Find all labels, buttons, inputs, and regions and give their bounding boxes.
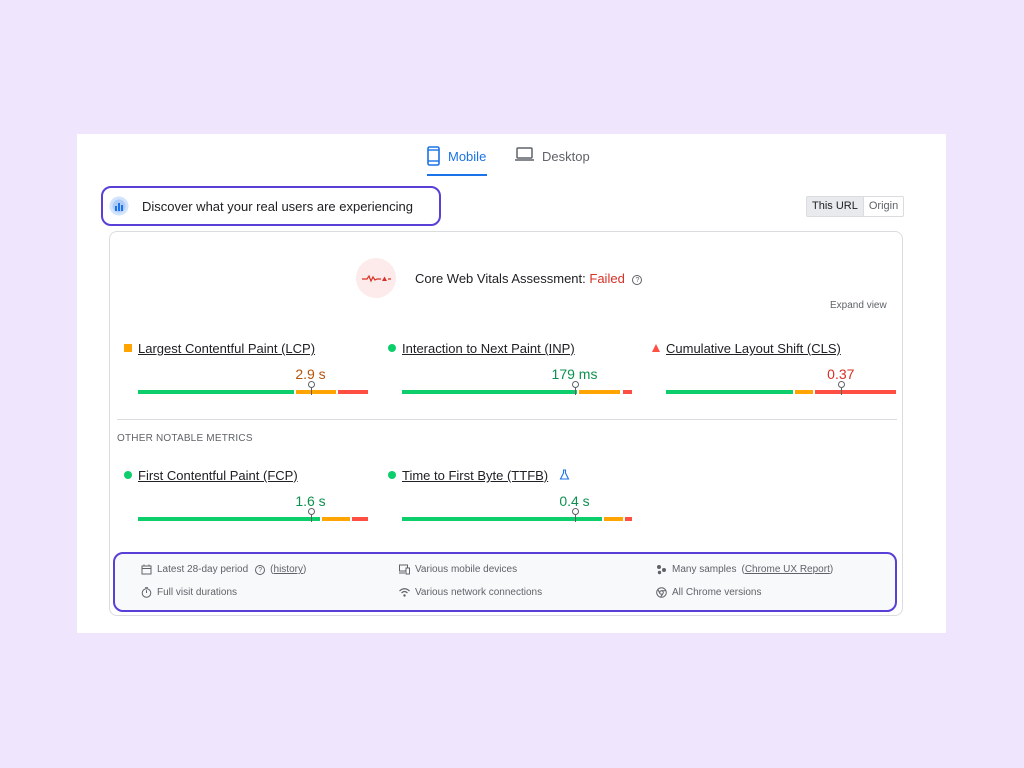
page-title: Discover what your real users are experi…	[142, 199, 413, 214]
metric-name-fcp[interactable]: First Contentful Paint (FCP)	[138, 468, 298, 483]
durations-label: Full visit durations	[157, 587, 238, 598]
good-segment	[666, 390, 793, 394]
distribution-bar	[402, 390, 632, 394]
good-segment	[138, 517, 320, 521]
distribution-bar	[138, 390, 368, 394]
header-highlight-outline	[101, 186, 441, 226]
percentile-marker	[571, 508, 579, 522]
period-help-icon[interactable]: ?	[255, 564, 266, 575]
origin-button[interactable]: Origin	[868, 200, 899, 212]
metric-ttfb: Time to First Byte (TTFB) 0.4 s	[388, 468, 634, 526]
metric-value-lcp: 2.9 s	[295, 366, 326, 382]
poor-indicator-icon	[652, 344, 660, 352]
samples-label: Many samples	[672, 564, 737, 575]
devices-icon	[399, 564, 410, 575]
other-metrics-title: OTHER NOTABLE METRICS	[117, 433, 253, 444]
cwv-assessment-label: Core Web Vitals Assessment:	[415, 271, 586, 286]
distribution-bar	[138, 517, 368, 521]
chrome-icon	[656, 587, 667, 598]
durations-item: Full visit durations	[141, 587, 237, 598]
percentile-marker	[571, 381, 579, 395]
help-icon[interactable]: ?	[632, 275, 643, 285]
field-data-panel	[109, 231, 903, 616]
psi-report-card: Mobile Desktop Discover what your real u…	[77, 134, 946, 633]
percentile-marker	[307, 381, 315, 395]
samples-item: Many samples (Chrome UX Report)	[656, 564, 833, 575]
network-item: Various network connections	[399, 587, 542, 598]
metric-name-lcp[interactable]: Largest Contentful Paint (LCP)	[138, 341, 316, 356]
distribution-bar	[402, 517, 632, 521]
good-indicator-icon	[388, 471, 396, 479]
history-link[interactable]: history	[273, 564, 303, 575]
good-indicator-icon	[124, 471, 132, 479]
poor-segment	[337, 390, 368, 394]
metric-lcp: Largest Contentful Paint (LCP) 2.9 s	[124, 341, 370, 399]
good-segment	[402, 390, 577, 394]
percentile-marker	[837, 381, 845, 395]
metric-fcp: First Contentful Paint (FCP) 1.6 s	[124, 468, 370, 526]
this-url-button[interactable]: This URL	[807, 197, 864, 216]
experimental-flask-icon	[559, 469, 570, 480]
section-divider	[117, 419, 897, 420]
average-segment	[794, 390, 814, 394]
average-segment	[604, 517, 623, 521]
distribution-bar	[666, 390, 896, 394]
samples-icon	[657, 565, 666, 575]
laptop-icon	[515, 147, 534, 161]
poor-segment	[624, 517, 632, 521]
good-indicator-icon	[388, 344, 396, 352]
devices-label: Various mobile devices	[415, 564, 518, 575]
good-segment	[138, 390, 295, 394]
scope-toggle: This URL Origin	[806, 196, 905, 217]
poor-segment	[815, 390, 896, 394]
devices-item: Various mobile devices	[399, 564, 517, 575]
poor-segment	[622, 390, 632, 394]
poor-segment	[351, 517, 368, 521]
calendar-icon	[141, 564, 152, 575]
tab-mobile-label: Mobile	[448, 149, 487, 164]
cwv-failed-icon	[356, 258, 396, 298]
metric-value-ttfb: 0.4 s	[559, 493, 590, 509]
average-segment	[578, 390, 621, 394]
device-tabs: Mobile Desktop	[77, 134, 946, 176]
tab-desktop[interactable]: Desktop	[515, 146, 590, 176]
good-segment	[402, 517, 603, 521]
metric-inp: Interaction to Next Paint (INP) 179 ms	[388, 341, 634, 399]
smartphone-icon	[427, 146, 440, 166]
metric-name-cls[interactable]: Cumulative Layout Shift (CLS)	[666, 341, 841, 356]
tab-mobile[interactable]: Mobile	[427, 146, 487, 176]
timer-icon	[141, 587, 152, 598]
metric-cls: Cumulative Layout Shift (CLS) 0.37	[652, 341, 898, 399]
network-label: Various network connections	[415, 587, 543, 598]
expand-view-link[interactable]: Expand view	[830, 300, 887, 311]
data-source-footer: Latest 28-day period ? (history) Various…	[113, 552, 897, 612]
cwv-assessment: Core Web Vitals Assessment: Failed ?	[415, 271, 643, 286]
wifi-icon	[399, 588, 410, 597]
chrome-label: All Chrome versions	[672, 587, 762, 598]
crux-icon	[109, 196, 129, 216]
metric-value-cls: 0.37	[827, 366, 855, 382]
metric-value-fcp: 1.6 s	[295, 493, 326, 509]
cwv-status: Failed	[589, 271, 625, 286]
needs-improvement-indicator-icon	[124, 344, 132, 352]
period-label: Latest 28-day period	[157, 564, 249, 575]
percentile-marker	[307, 508, 315, 522]
average-segment	[296, 390, 336, 394]
chrome-item: All Chrome versions	[656, 587, 761, 598]
metric-value-inp: 179 ms	[551, 366, 598, 382]
tab-desktop-label: Desktop	[542, 149, 590, 164]
metric-name-ttfb[interactable]: Time to First Byte (TTFB)	[402, 468, 549, 483]
chrome-ux-report-link[interactable]: Chrome UX Report	[744, 564, 830, 575]
metric-name-inp[interactable]: Interaction to Next Paint (INP)	[402, 341, 575, 356]
period-item: Latest 28-day period ? (history)	[141, 564, 306, 575]
average-segment	[321, 517, 350, 521]
